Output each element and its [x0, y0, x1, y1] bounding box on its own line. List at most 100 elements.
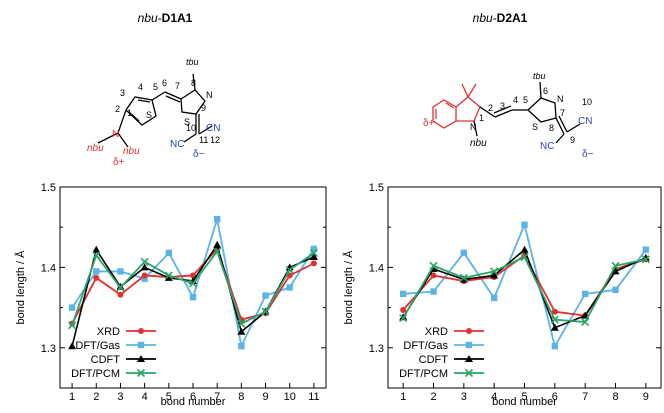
data-point	[581, 290, 589, 298]
legend-marker	[138, 328, 144, 334]
atom-number-9: 9	[570, 135, 575, 145]
nbu-bond-right	[117, 132, 129, 148]
linker-double	[165, 95, 181, 103]
nbu-bond-left	[97, 132, 119, 144]
x-tick-label: 6	[190, 391, 196, 403]
series-line	[402, 248, 647, 329]
thiophene-ring	[125, 96, 157, 126]
data-point	[429, 261, 438, 270]
indole-double-2	[445, 102, 455, 109]
x-tick-label: 5	[521, 391, 527, 403]
atom-number-7: 7	[175, 81, 180, 91]
cn-bond-right	[566, 123, 581, 133]
data-point	[117, 268, 124, 275]
methyl-1	[461, 83, 469, 98]
data-point	[285, 265, 294, 274]
data-point	[551, 308, 558, 315]
data-point	[460, 249, 468, 257]
x-tick-label: 1	[400, 391, 406, 403]
data-point	[237, 319, 246, 328]
data-point	[550, 323, 559, 331]
data-point	[310, 245, 318, 253]
atom-tbu: tbu	[186, 57, 199, 67]
tbu-bond	[539, 81, 542, 99]
molecule-d2a1-labels: δ+ N 1 nbu 2 3 4 5 tbu 6 N 7 S 8 9 10 CN…	[423, 71, 594, 160]
atom-n-indole: N	[470, 122, 477, 132]
atom-number-7: 7	[560, 108, 565, 118]
thiazole-ring	[180, 89, 206, 115]
data-point	[93, 274, 100, 281]
atom-number-9: 9	[201, 103, 206, 113]
atom-number-8: 8	[549, 123, 554, 133]
x-tick-label: 11	[308, 391, 319, 403]
data-point	[611, 261, 620, 270]
legend-label: CDFT	[419, 354, 449, 366]
x-tick-label: 8	[612, 391, 618, 403]
data-point	[141, 275, 148, 282]
data-point	[459, 273, 468, 282]
x-tick-label: 7	[582, 391, 588, 403]
thiazole-ring	[527, 97, 557, 123]
chart-d1a1: 1.3 1.4 1.5 1 2 3 4 5 6 7 8 9 10 11 bond number bond le…	[14, 182, 327, 408]
legend-marker	[465, 355, 473, 362]
y-axis-label: bond length / Å	[14, 250, 27, 325]
linker-bond-3	[494, 109, 513, 118]
data-point	[261, 307, 270, 316]
legend-marker	[464, 368, 474, 378]
legend-label: DFT/PCM	[399, 368, 448, 380]
atom-number-11: 11	[199, 135, 208, 145]
atom-tbu: tbu	[533, 71, 546, 81]
y-tick-label: 1.3	[369, 343, 384, 355]
data-point	[92, 251, 101, 260]
atom-number-3: 3	[120, 88, 125, 98]
series-dft-gas	[68, 215, 318, 350]
data-point	[309, 248, 318, 257]
delta-plus: δ+	[113, 157, 125, 168]
atom-n-ring: N	[557, 94, 564, 104]
delta-minus: δ−	[193, 149, 205, 160]
methyl-2	[467, 83, 477, 98]
cn-bond-right	[198, 125, 213, 135]
data-point	[213, 247, 222, 256]
data-point	[68, 321, 77, 330]
data-point	[213, 240, 222, 248]
cn-bond-left	[183, 133, 197, 143]
x-tick-label: 7	[214, 391, 220, 403]
legend-marker	[466, 328, 472, 334]
x-tick-label: 5	[166, 391, 172, 403]
atom-number-5: 5	[523, 95, 528, 105]
indole-five-ring	[455, 96, 481, 122]
atom-number-10: 10	[582, 97, 592, 107]
data-point	[116, 283, 125, 292]
series-line	[71, 247, 315, 325]
data-point	[117, 291, 124, 298]
atom-number-4: 4	[513, 95, 518, 105]
y-tick-label: 1.4	[369, 262, 384, 274]
atom-number-1: 1	[127, 108, 132, 118]
data-point	[551, 342, 559, 350]
data-point	[490, 267, 499, 276]
atom-number-2: 2	[115, 104, 120, 114]
cn-bond-left	[555, 133, 565, 144]
legend-label: DFT/Gas	[75, 340, 120, 352]
atom-s-ring: S	[532, 122, 538, 132]
legend-label: XRD	[425, 326, 448, 338]
data-point	[92, 245, 101, 253]
atom-nbu-right: nbu	[123, 146, 140, 157]
legend-marker	[465, 341, 473, 349]
linker-bond-5	[151, 91, 166, 101]
nbu-bond	[473, 120, 478, 137]
atom-number-12: 12	[210, 135, 220, 145]
y-axis-label: bond length / Å	[342, 250, 355, 325]
legend: XRD DFT/Gas CDFT DFT/PCM	[71, 326, 156, 380]
data-point	[140, 257, 149, 266]
series-dft-pcm	[68, 247, 318, 330]
tbu-bond	[192, 73, 196, 91]
data-point	[164, 273, 173, 281]
x-tick-label: 2	[430, 391, 436, 403]
linker-double	[493, 105, 512, 114]
x-tick-label: 3	[117, 391, 123, 403]
legend-marker	[137, 341, 145, 349]
atom-s-ring: S	[184, 117, 190, 127]
